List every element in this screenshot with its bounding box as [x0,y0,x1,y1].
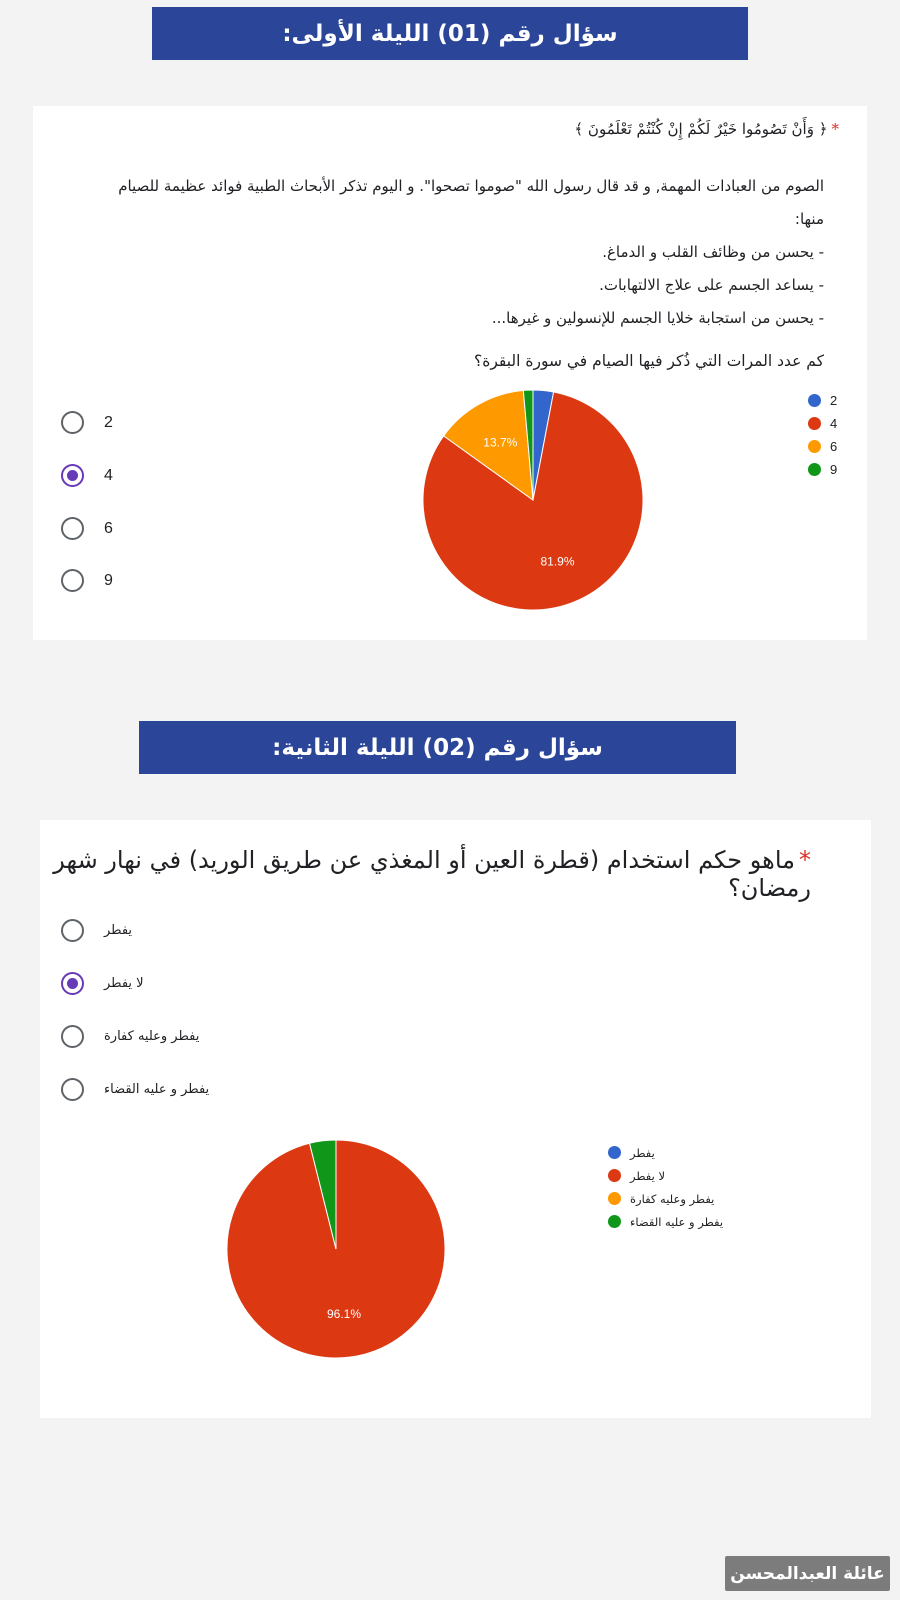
legend-item: 4 [808,412,837,435]
legend-item: 2 [808,389,837,412]
option-label: يفطر [104,923,133,938]
radio-button[interactable] [61,1078,84,1101]
option-label: 9 [104,571,113,589]
question-2-title: ماهو حكم استخدام (قطرة العين أو المغذي ع… [53,846,811,902]
option-yuftir[interactable]: يفطر [61,919,132,942]
radio-button[interactable] [61,569,84,592]
radio-button[interactable] [61,517,84,540]
description-line: الصوم من العبادات المهمة, و قد قال رسول … [118,177,824,195]
description-line: - يحسن من استجابة خلايا الجسم للإنسولين … [491,309,824,327]
legend-label: 2 [830,393,838,408]
option-label: 2 [104,413,113,431]
legend-item: يفطر و عليه القضاء [608,1210,723,1233]
option-qada[interactable]: يفطر و عليه القضاء [61,1078,209,1101]
legend-label: يفطر [630,1145,655,1160]
pie-data-label-0-1: 81.9% [540,554,574,568]
legend-swatch [608,1215,621,1228]
legend-item: يفطر [608,1141,723,1164]
option-kaffarah[interactable]: يفطر وعليه كفارة [61,1025,199,1048]
question-1-text: كم عدد المرات التي ذُكر فيها الصيام في س… [473,352,824,370]
legend-swatch [608,1169,621,1182]
option-label: يفطر وعليه كفارة [104,1029,200,1044]
description-line: منها: [794,210,824,228]
option-label: 4 [104,466,113,484]
required-asterisk: * [831,120,840,138]
option-label: يفطر و عليه القضاء [104,1082,210,1097]
question-2-text: *ماهو حكم استخدام (قطرة العين أو المغذي … [40,846,811,902]
option-4[interactable]: 4 [61,464,113,487]
question-2-pie-chart: 96.1% [226,1139,446,1359]
legend-item: يفطر وعليه كفارة [608,1187,723,1210]
legend-item: 9 [808,458,837,481]
option-6[interactable]: 6 [61,517,113,540]
question-1-legend: 2 4 6 9 [808,389,837,481]
quran-verse: *﴿ وَأَنْ تَصُومُوا خَيْرٌ لَكُمْ إِنْ ك… [574,120,839,138]
description-line: - يحسن من وظائف القلب و الدماغ. [602,243,824,261]
legend-swatch [608,1192,621,1205]
pie-data-label-1-1: 96.1% [327,1307,361,1321]
question-1-pie-chart: 81.9% 13.7% [422,389,644,611]
question-1-description: الصوم من العبادات المهمة, و قد قال رسول … [44,170,824,335]
question-2-banner-text: سؤال رقم (02) الليلة الثانية: [272,734,603,761]
legend-swatch [808,440,821,453]
radio-button[interactable] [61,1025,84,1048]
legend-item: 6 [808,435,837,458]
option-la-yuftir[interactable]: لا يفطر [61,972,144,995]
legend-label: 4 [830,416,838,431]
pie-data-label-0-2: 13.7% [483,436,517,450]
legend-swatch [808,417,821,430]
option-9[interactable]: 9 [61,569,113,592]
legend-label: يفطر وعليه كفارة [630,1191,715,1206]
question-2-legend: يفطر لا يفطر يفطر وعليه كفارة يفطر و علي… [608,1141,723,1233]
radio-button-selected[interactable] [61,972,84,995]
option-2[interactable]: 2 [61,411,113,434]
radio-button[interactable] [61,919,84,942]
pie-slice-0-2 [442,389,534,502]
radio-dot [67,978,78,989]
description-line: - يساعد الجسم على علاج الالتهابات. [599,276,824,294]
radio-button-selected[interactable] [61,464,84,487]
question-2-card: *ماهو حكم استخدام (قطرة العين أو المغذي … [40,820,871,1418]
watermark-logo: عائلة العبدالمحسن [725,1556,890,1591]
required-asterisk: * [799,846,811,874]
legend-swatch [808,394,821,407]
legend-swatch [808,463,821,476]
legend-label: 6 [830,439,838,454]
verse-text: ﴿ وَأَنْ تَصُومُوا خَيْرٌ لَكُمْ إِنْ كُ… [574,120,828,138]
watermark-text: عائلة العبدالمحسن [730,1563,885,1584]
option-label: 6 [104,519,113,537]
radio-button[interactable] [61,411,84,434]
pie-slice-0-3 [522,389,534,501]
pie-slice-0-1 [422,391,644,611]
legend-label: يفطر و عليه القضاء [630,1214,724,1229]
pie-slice-1-3 [308,1139,337,1250]
question-1-banner-text: سؤال رقم (01) الليلة الأولى: [282,20,618,47]
legend-item: لا يفطر [608,1164,723,1187]
legend-label: لا يفطر [630,1168,666,1183]
question-2-banner: سؤال رقم (02) الليلة الثانية: [139,721,736,774]
question-1-banner: سؤال رقم (01) الليلة الأولى: [152,7,748,60]
question-1-card: *﴿ وَأَنْ تَصُومُوا خَيْرٌ لَكُمْ إِنْ ك… [33,106,867,640]
legend-swatch [608,1146,621,1159]
radio-dot [67,470,78,481]
legend-label: 9 [830,462,838,477]
option-label: لا يفطر [104,976,144,991]
